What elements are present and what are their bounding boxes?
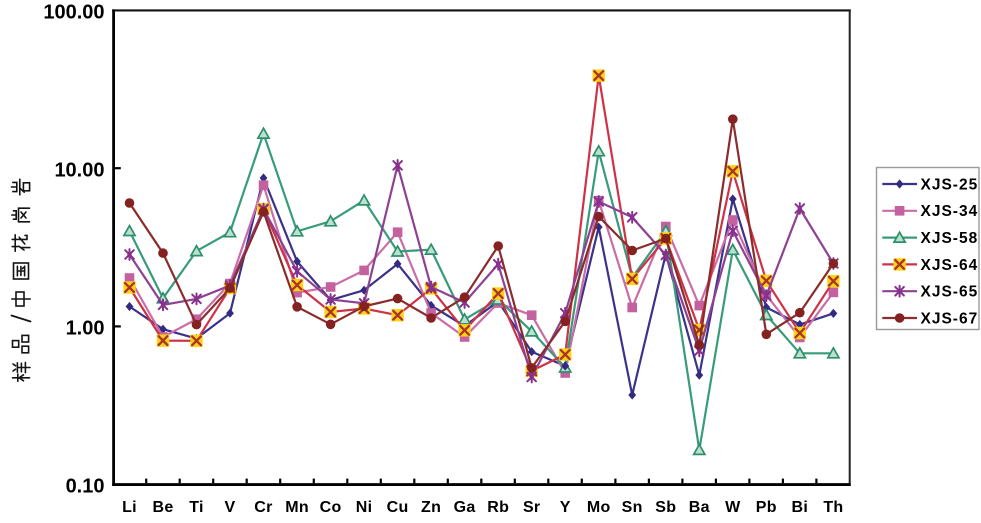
svg-text:Co: Co (320, 499, 342, 516)
svg-text:Sn: Sn (622, 499, 643, 516)
svg-text:Th: Th (823, 499, 843, 516)
svg-text:Rb: Rb (487, 499, 509, 516)
svg-text:Pb: Pb (756, 499, 777, 516)
svg-text:XJS-65: XJS-65 (921, 284, 979, 301)
svg-text:XJS-25: XJS-25 (921, 176, 979, 193)
svg-text:XJS-58: XJS-58 (921, 230, 979, 247)
svg-text:W: W (725, 499, 741, 516)
svg-text:Ti: Ti (189, 499, 204, 516)
svg-text:Sb: Sb (655, 499, 676, 516)
svg-text:1.00: 1.00 (66, 318, 105, 340)
svg-text:Ga: Ga (454, 499, 476, 516)
svg-text:0.10: 0.10 (66, 476, 105, 498)
svg-text:Y: Y (560, 499, 571, 516)
svg-text:Zn: Zn (421, 499, 441, 516)
svg-text:10.00: 10.00 (54, 159, 104, 181)
svg-text:Be: Be (152, 499, 173, 516)
svg-text:Sr: Sr (523, 499, 541, 516)
svg-text:Mo: Mo (587, 499, 611, 516)
svg-text:Ni: Ni (356, 499, 373, 516)
svg-text:Cu: Cu (387, 499, 409, 516)
svg-text:XJS-64: XJS-64 (921, 257, 979, 274)
svg-text:XJS-34: XJS-34 (921, 203, 979, 220)
svg-text:Bi: Bi (791, 499, 808, 516)
svg-text:Li: Li (122, 499, 137, 516)
svg-text:Cr: Cr (254, 499, 272, 516)
svg-text:XJS-67: XJS-67 (921, 310, 979, 327)
svg-text:Ba: Ba (689, 499, 710, 516)
svg-text:Mn: Mn (285, 499, 309, 516)
svg-text:100.00: 100.00 (43, 2, 104, 24)
svg-text:V: V (225, 499, 236, 516)
